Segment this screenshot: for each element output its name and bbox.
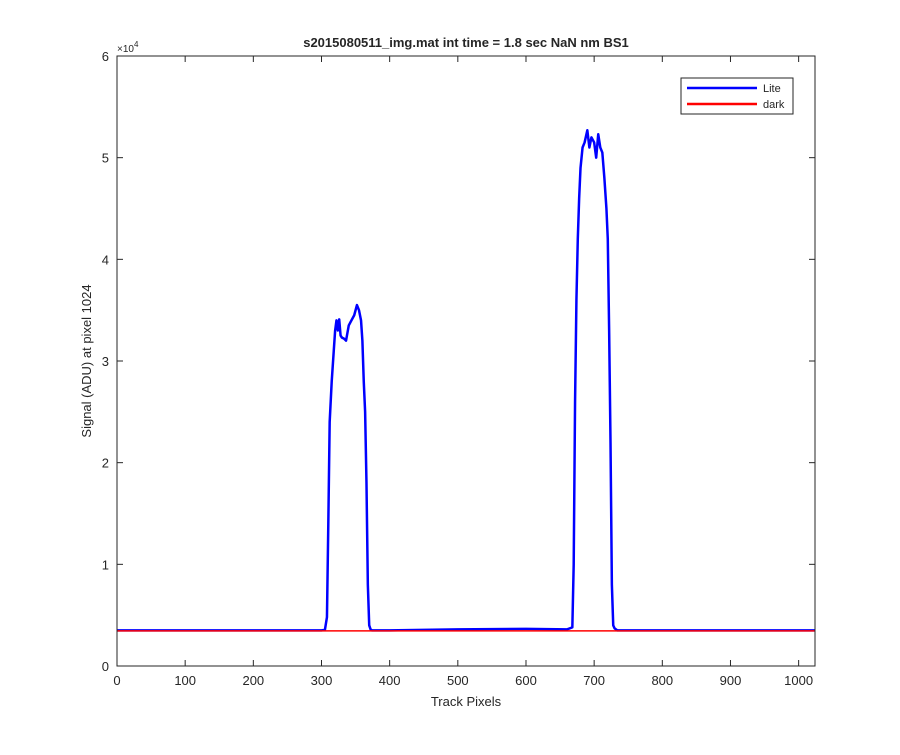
x-tick-label: 300: [311, 673, 333, 688]
y-exponent-base: ×10: [117, 44, 134, 55]
x-tick-label: 600: [515, 673, 537, 688]
x-tick-label: 200: [242, 673, 264, 688]
y-tick-label: 1: [102, 557, 109, 572]
y-tick-label: 3: [102, 354, 109, 369]
svg-text:×104: ×104: [117, 40, 139, 55]
x-tick-label: 0: [113, 673, 120, 688]
plot-background: [117, 56, 815, 666]
x-axis-label: Track Pixels: [431, 694, 502, 709]
y-tick-label: 5: [102, 151, 109, 166]
y-tick-label: 4: [102, 252, 109, 267]
chart-title: s2015080511_img.mat int time = 1.8 sec N…: [303, 35, 629, 50]
y-tick-label: 0: [102, 659, 109, 674]
tick-layer: 0 100 200 300 400 500 600 700 800 900 1000 0 1 2 3 4 5 6: [102, 49, 815, 688]
x-tick-label: 900: [720, 673, 742, 688]
x-tick-label: 1000: [784, 673, 813, 688]
x-tick-label: 700: [583, 673, 605, 688]
x-tick-label: 800: [651, 673, 673, 688]
x-tick-label: 400: [379, 673, 401, 688]
x-tick-label: 100: [174, 673, 196, 688]
plot-frame: [116, 55, 816, 667]
y-axis-exponent: ×104: [117, 40, 139, 55]
y-exponent-power: 4: [134, 40, 139, 49]
legend-label-lite: Lite: [763, 83, 781, 95]
legend-label-dark: dark: [763, 99, 785, 111]
x-tick-label: 500: [447, 673, 469, 688]
y-tick-label: 2: [102, 456, 109, 471]
plot-area: 0 100 200 300 400 500 600 700 800 900 1000 0 1 2 3 4 5 6: [102, 49, 816, 688]
legend-box: [680, 77, 794, 115]
series-layer: [117, 128, 815, 632]
series-line-lite: [117, 128, 815, 632]
y-tick-label: 6: [102, 49, 109, 64]
y-axis-label: Signal (ADU) at pixel 1024: [79, 284, 94, 437]
legend[interactable]: Lite dark: [680, 77, 794, 115]
